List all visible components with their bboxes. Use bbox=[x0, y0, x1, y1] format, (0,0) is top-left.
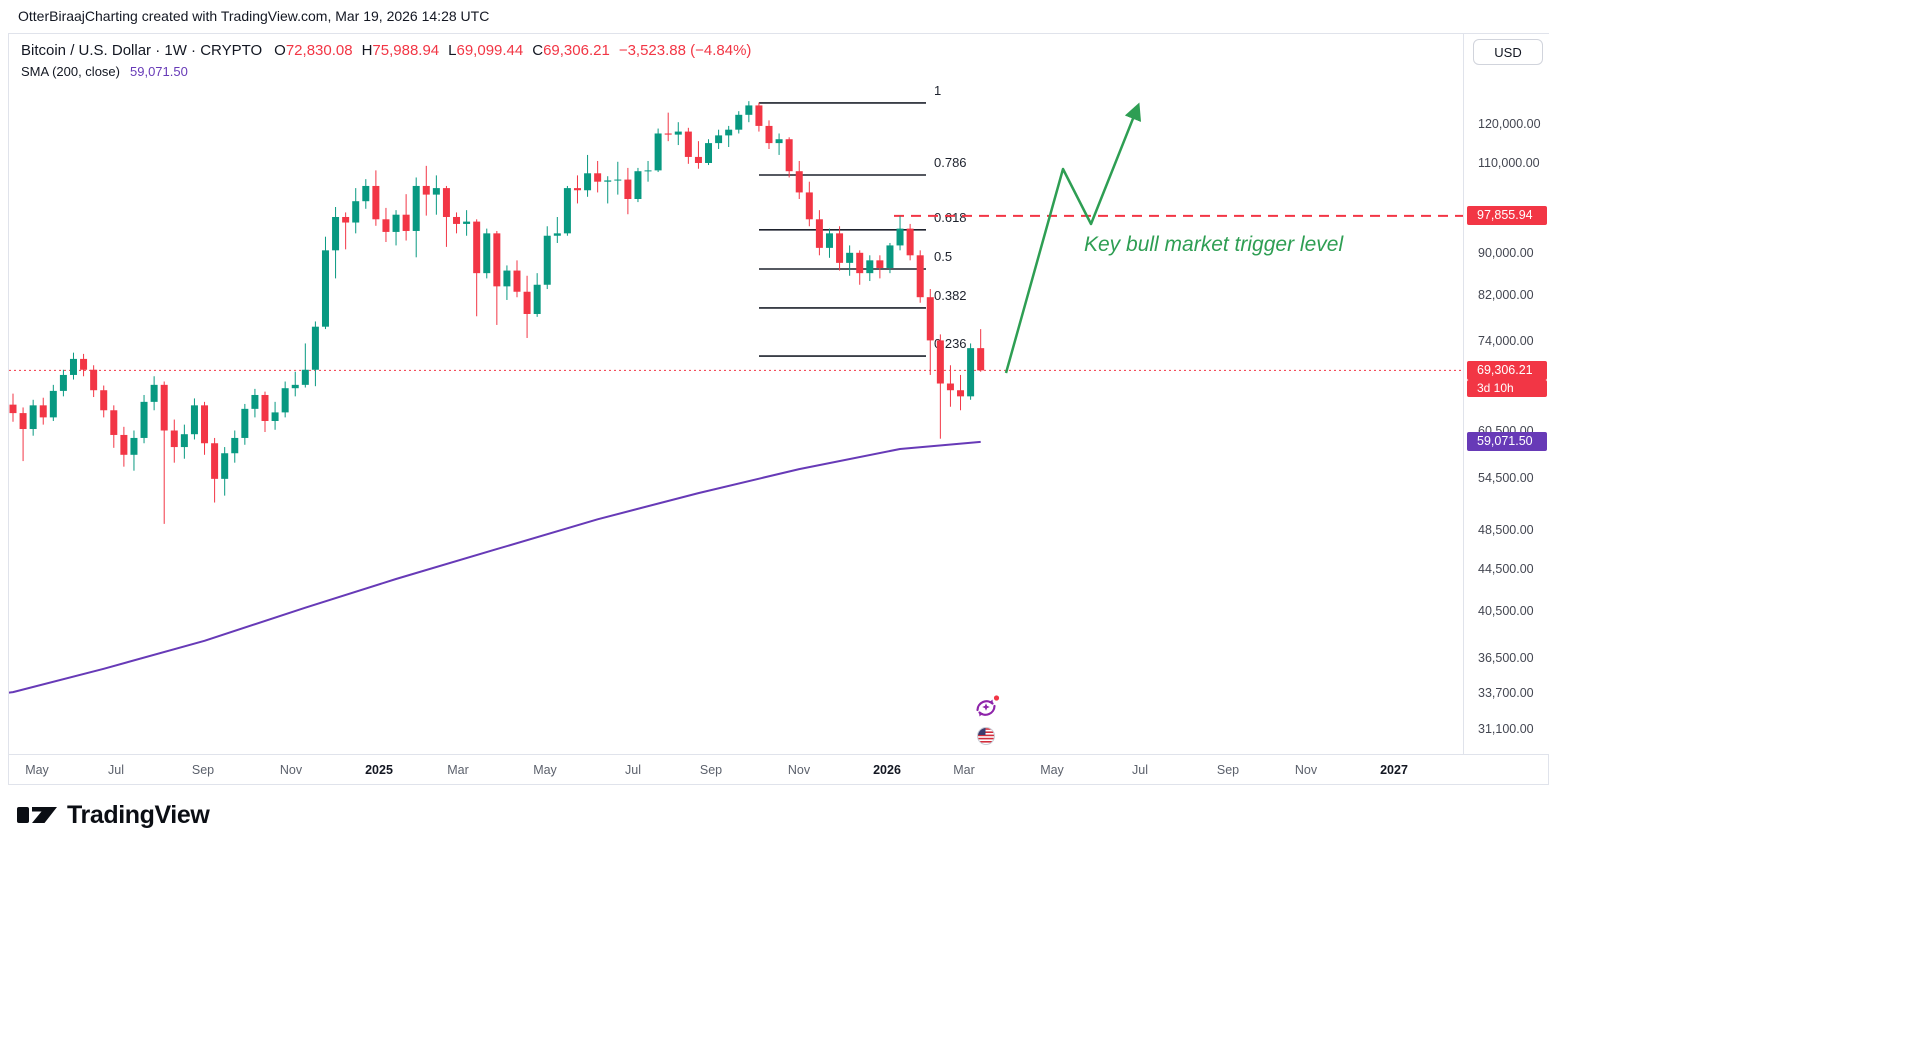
sma-200-line[interactable] bbox=[9, 440, 981, 694]
price-axis-label: 54,500.00 bbox=[1478, 471, 1534, 486]
price-axis-label: 48,500.00 bbox=[1478, 523, 1534, 538]
time-axis-month-label: Sep bbox=[699, 763, 723, 777]
chart-marker-icons bbox=[976, 695, 1000, 745]
time-axis-month-label: Nov bbox=[787, 763, 811, 777]
projection-arrow[interactable] bbox=[1004, 102, 1142, 374]
price-axis-label: 110,000.00 bbox=[1478, 156, 1540, 171]
tradingview-logomark bbox=[17, 807, 57, 823]
us-flag-icon[interactable] bbox=[977, 727, 995, 745]
open-value: 72,830.08 bbox=[285, 42, 353, 59]
price-axis-label: 33,700.00 bbox=[1478, 686, 1534, 701]
price-axis-label: 90,000.00 bbox=[1478, 246, 1534, 261]
svg-text:0.786: 0.786 bbox=[934, 155, 967, 170]
svg-text:0.618: 0.618 bbox=[934, 210, 967, 225]
indicator-name[interactable]: SMA (200, close) bbox=[21, 64, 120, 79]
time-axis-year-label: 2027 bbox=[1380, 763, 1408, 777]
price-axis-label: 44,500.00 bbox=[1478, 561, 1534, 576]
change-value: −3,523.88 (−4.84%) bbox=[618, 42, 752, 59]
close-value: 69,306.21 bbox=[543, 42, 610, 59]
currency-button[interactable]: USD bbox=[1473, 39, 1543, 65]
time-axis-month-label: Nov bbox=[1294, 763, 1318, 777]
svg-text:0.5: 0.5 bbox=[934, 249, 952, 264]
indicator-value: 59,071.50 bbox=[130, 64, 188, 79]
close-label: C bbox=[532, 42, 544, 59]
time-axis[interactable]: May Jul Sep Nov 2025 Mar May Jul Sep Nov 2026 Mar Ma… bbox=[9, 754, 1548, 784]
trigger-annotation[interactable]: Key bull market trigger level bbox=[1084, 233, 1344, 256]
time-axis-month-label: May bbox=[1040, 763, 1064, 777]
tradingview-logo[interactable]: TradingView bbox=[16, 800, 210, 830]
time-axis-month-label: Jul bbox=[625, 763, 641, 777]
time-axis-month-label: Jul bbox=[1132, 763, 1148, 777]
bar-countdown-label: 3d 10h bbox=[1467, 380, 1547, 398]
time-axis-month-label: May bbox=[25, 763, 49, 777]
low-value: 69,099.44 bbox=[456, 42, 524, 59]
time-axis-month-label: Mar bbox=[953, 763, 975, 777]
high-label: H bbox=[361, 42, 373, 59]
symbol-header[interactable]: Bitcoin / U.S. Dollar · 1W · CRYPTO O72,… bbox=[21, 42, 751, 59]
svg-text:0.382: 0.382 bbox=[934, 288, 967, 303]
time-axis-month-label: Sep bbox=[1216, 763, 1240, 777]
open-label: O bbox=[274, 42, 286, 59]
sma-price-label: 59,071.50 bbox=[1467, 432, 1547, 452]
time-axis-year-label: 2025 bbox=[365, 763, 393, 777]
current-price-label: 69,306.21 bbox=[1467, 360, 1547, 380]
price-axis-label: 120,000.00 bbox=[1478, 117, 1541, 132]
price-axis-label: 82,000.00 bbox=[1478, 288, 1534, 302]
trigger-price-label: 97,855.94 bbox=[1467, 206, 1547, 226]
high-value: 75,988.94 bbox=[372, 42, 440, 59]
svg-text:1: 1 bbox=[934, 83, 941, 98]
price-axis[interactable]: 120,000.00 110,000.00 90,000.00 82,000.00 74… bbox=[1463, 34, 1549, 754]
time-axis-year-label: 2026 bbox=[873, 763, 901, 777]
time-axis-month-label: Mar bbox=[447, 763, 469, 777]
attribution-text: OtterBiraajCharting created with Trading… bbox=[18, 8, 490, 24]
symbol-title[interactable]: Bitcoin / U.S. Dollar · 1W · CRYPTO bbox=[21, 42, 263, 59]
time-axis-month-label: May bbox=[533, 763, 557, 777]
time-axis-month-label: Sep bbox=[191, 763, 215, 777]
ohlc-readout: O72,830.08 H75,988.94 L69,099.44 C69,306… bbox=[274, 42, 751, 59]
sparkle-refresh-icon[interactable] bbox=[976, 695, 1000, 717]
candles-layer[interactable] bbox=[9, 101, 985, 524]
price-axis-label: 40,500.00 bbox=[1478, 604, 1534, 619]
price-axis-label: 36,500.00 bbox=[1478, 650, 1534, 665]
tradingview-wordmark: TradingView bbox=[67, 800, 210, 829]
price-axis-label: 74,000.00 bbox=[1478, 334, 1534, 348]
time-axis-month-label: Jul bbox=[108, 763, 124, 777]
indicator-row[interactable]: SMA (200, close) 59,071.50 bbox=[21, 64, 188, 79]
price-axis-label: 31,100.00 bbox=[1478, 722, 1534, 737]
low-label: L bbox=[448, 42, 457, 59]
time-axis-month-label: Nov bbox=[279, 763, 303, 777]
chart-panel: 1 0.786 0.618 0.5 0.382 0.236 Bitcoin / U.S. … bbox=[8, 33, 1549, 785]
